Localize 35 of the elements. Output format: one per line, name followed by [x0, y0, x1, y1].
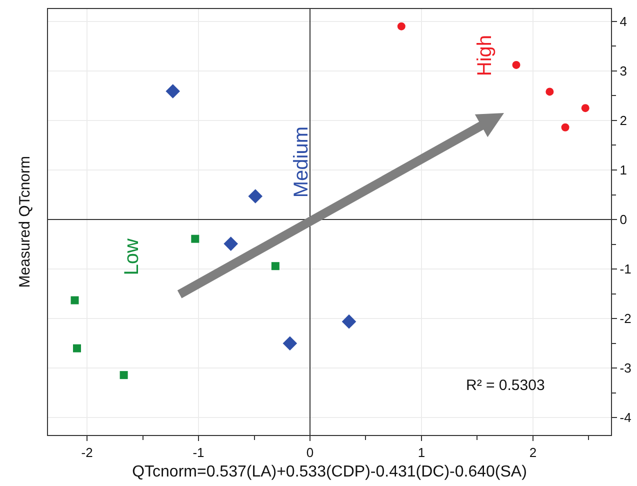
text: High	[474, 34, 496, 76]
x-tick-label: 1	[418, 444, 426, 460]
y-tick-label: 2	[620, 113, 627, 128]
y-tick-label: -2	[620, 311, 632, 326]
point	[282, 336, 298, 351]
y-axis-title: Measured QTcnorm	[16, 156, 34, 288]
point	[72, 344, 81, 352]
point	[120, 371, 128, 380]
x-tick-label: 2	[529, 444, 537, 460]
y-tick-label: 1	[620, 162, 627, 178]
point	[70, 296, 79, 304]
y-tick-label: 0	[620, 212, 627, 228]
annotation: R² = 0.5303	[466, 377, 545, 394]
y-tick-label: 3	[620, 63, 627, 78]
point	[224, 236, 238, 251]
point	[191, 234, 200, 243]
y-tick-label: -1	[620, 262, 632, 277]
point	[546, 88, 554, 96]
x-tick-label: -2	[81, 444, 93, 460]
point	[561, 123, 570, 132]
text: Low	[120, 238, 143, 276]
x-tick-label: 0	[306, 444, 314, 460]
point	[166, 84, 180, 98]
x-tick-label: -1	[192, 444, 204, 460]
point	[271, 262, 280, 270]
y-tick-label: 4	[620, 14, 627, 29]
y-tick-label: -3	[620, 360, 632, 376]
point	[248, 189, 263, 204]
point	[342, 314, 356, 329]
point	[512, 60, 520, 69]
point	[397, 22, 406, 30]
x-axis-title: QTcnorm=0.537(LA)+0.533(CDP)-0.431(DC)-0.640(SA)	[132, 463, 527, 480]
point	[581, 104, 590, 112]
text: Medium	[290, 126, 313, 198]
y-tick-label: -4	[620, 410, 632, 426]
